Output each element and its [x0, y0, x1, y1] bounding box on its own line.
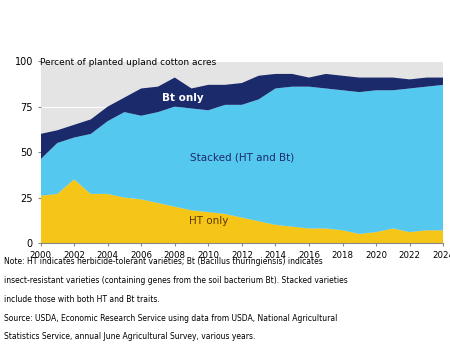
Text: insect-resistant varieties (containing genes from the soil bacterium Bt). Stacke: insect-resistant varieties (containing g… — [4, 276, 348, 285]
Text: Bt only: Bt only — [162, 93, 204, 103]
Text: Percent of planted upland cotton acres: Percent of planted upland cotton acres — [40, 58, 217, 67]
Text: Stacked (HT and Bt): Stacked (HT and Bt) — [190, 153, 294, 163]
Text: by trait, 2000–24: by trait, 2000–24 — [7, 36, 111, 46]
Text: Note: HT indicates herbicide-tolerant varieties; Bt (Bacillus thuringiensis) ind: Note: HT indicates herbicide-tolerant va… — [4, 257, 323, 266]
Text: HT only: HT only — [189, 216, 228, 226]
Text: Adoption of genetically engineered upland cotton in the United States,: Adoption of genetically engineered uplan… — [7, 12, 442, 22]
Text: include those with both HT and Bt traits.: include those with both HT and Bt traits… — [4, 295, 160, 304]
Text: Source: USDA, Economic Research Service using data from USDA, National Agricultu: Source: USDA, Economic Research Service … — [4, 314, 338, 323]
Text: Statistics Service, annual June Agricultural Survey, various years.: Statistics Service, annual June Agricult… — [4, 332, 256, 341]
